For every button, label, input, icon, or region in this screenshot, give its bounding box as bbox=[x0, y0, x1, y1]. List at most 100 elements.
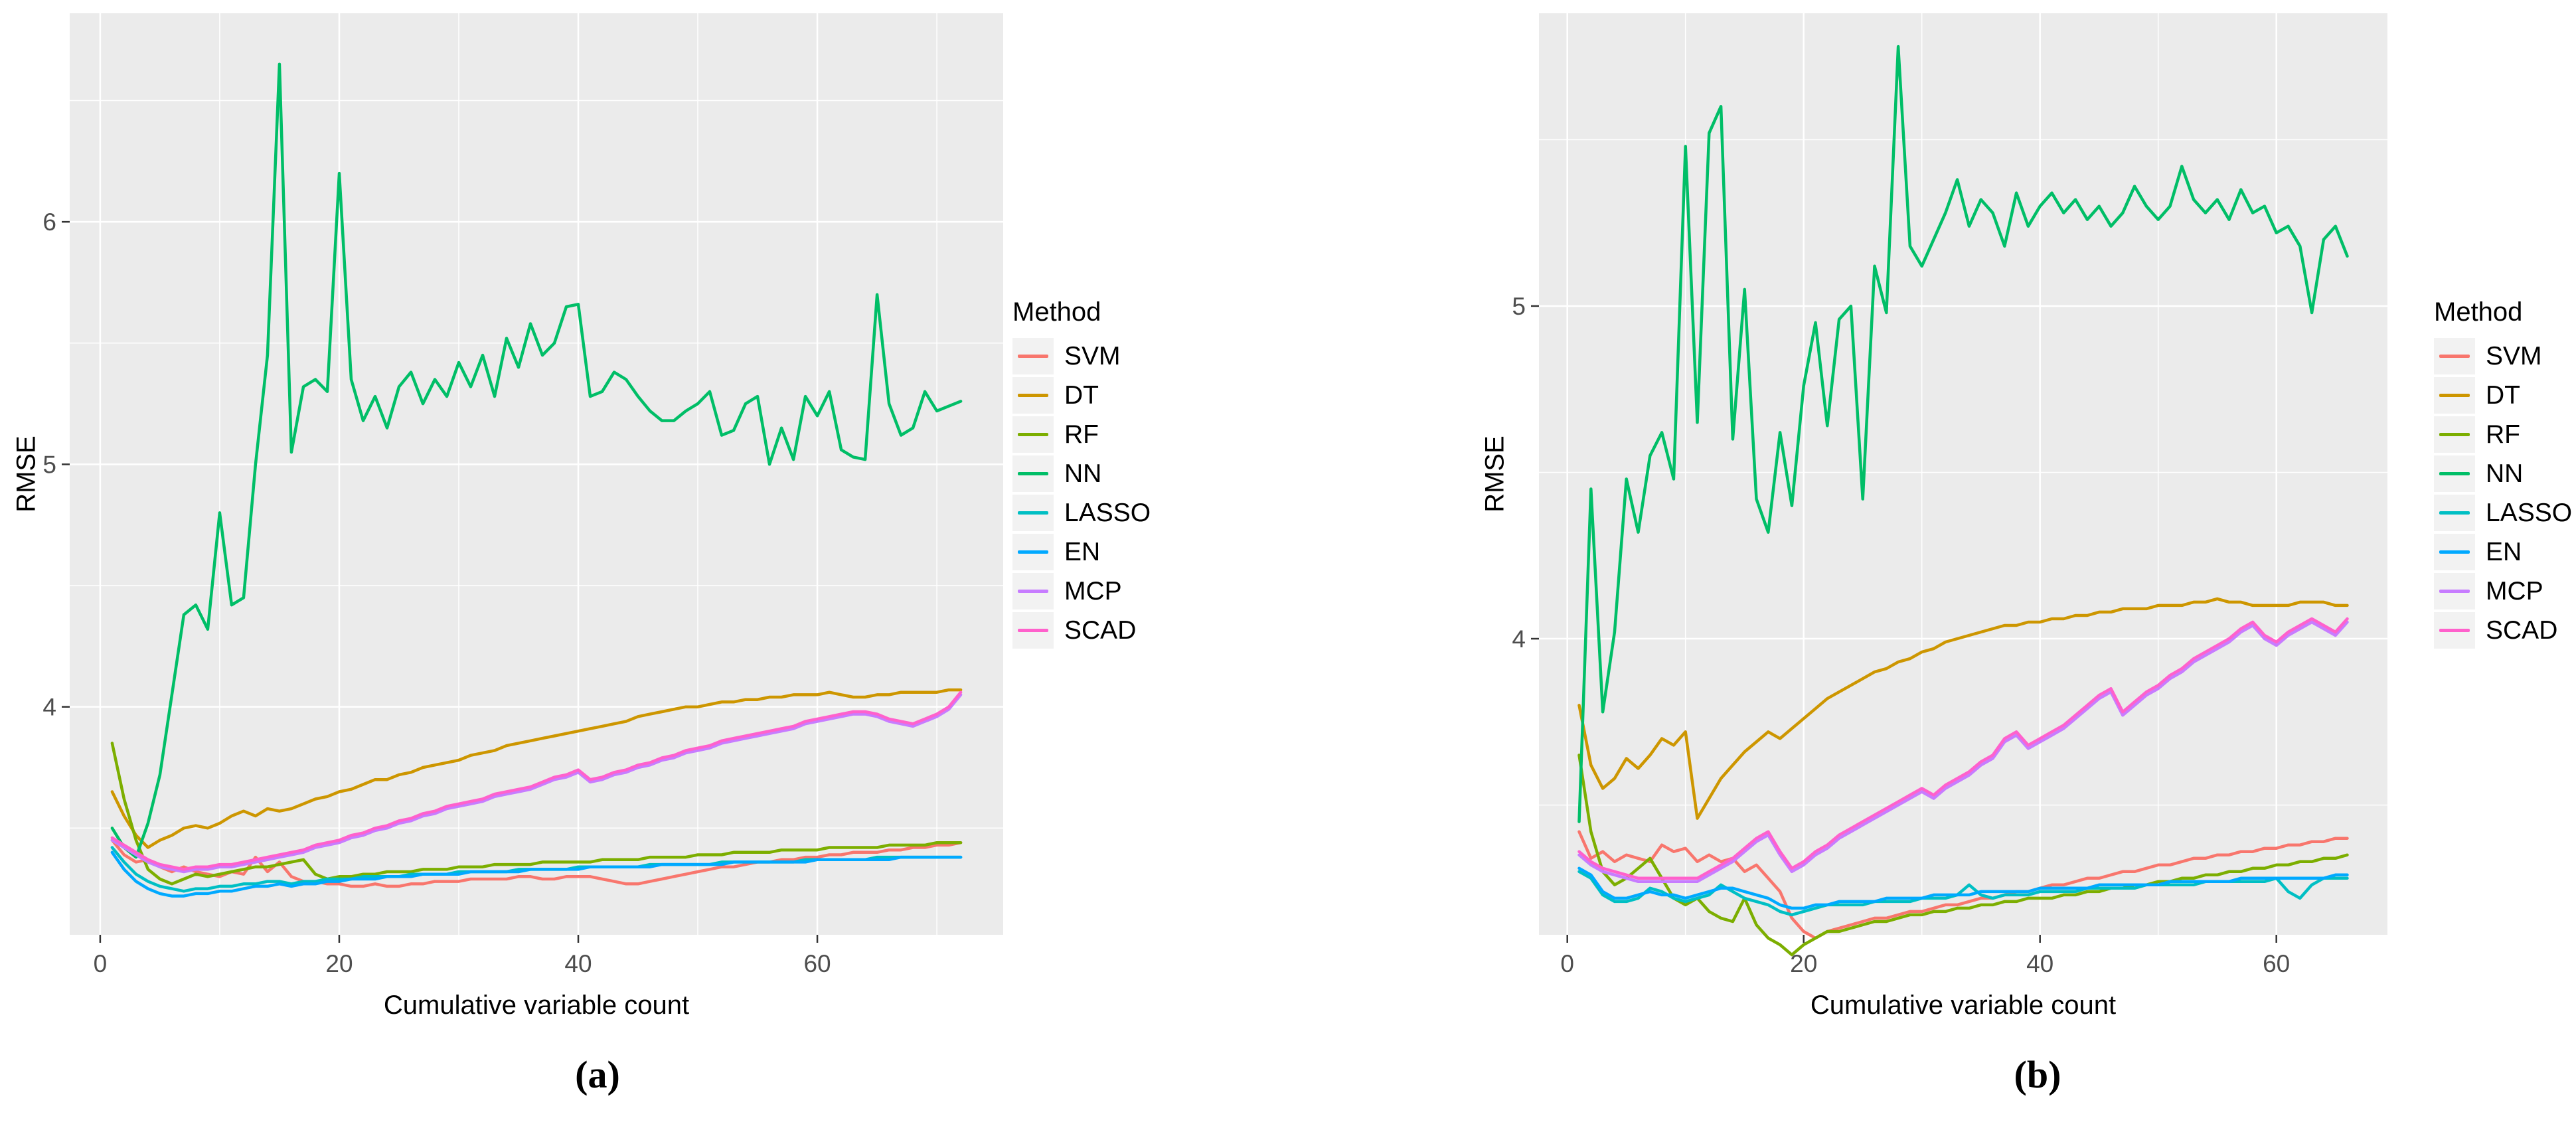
legend-item-dt: DT bbox=[2434, 377, 2572, 414]
legend-label: RF bbox=[1064, 420, 1099, 449]
legend-key-line bbox=[1018, 590, 1048, 593]
series-line-en bbox=[110, 850, 963, 898]
series-line-svm bbox=[1577, 830, 2349, 940]
x-tick-label: 40 bbox=[2026, 950, 2053, 977]
y-tick-label: 5 bbox=[42, 451, 56, 478]
legend-label: NN bbox=[1064, 459, 1102, 488]
x-tick-label: 40 bbox=[564, 950, 592, 977]
legend-label: DT bbox=[2486, 380, 2520, 410]
legend-item-scad: SCAD bbox=[1012, 612, 1151, 649]
legend-item-scad: SCAD bbox=[2434, 612, 2572, 649]
legend-key-swatch bbox=[1012, 455, 1054, 492]
panel-background bbox=[70, 13, 1003, 935]
legend-key-line bbox=[2439, 433, 2470, 436]
series-lines bbox=[1577, 44, 2349, 957]
legend-item-en: EN bbox=[1012, 534, 1151, 570]
axis-ticks bbox=[1531, 305, 2277, 943]
x-tick-label: 0 bbox=[94, 950, 108, 977]
legend-key-swatch bbox=[2434, 455, 2475, 492]
legend-label: EN bbox=[2486, 537, 2522, 566]
tick-labels: 0 20 40 60 4 5 6 bbox=[42, 208, 831, 977]
y-tick-label: 4 bbox=[42, 694, 56, 721]
x-axis-title: Cumulative variable count bbox=[383, 991, 690, 1020]
series-line-rf bbox=[1577, 754, 2349, 957]
legend-key-line bbox=[1018, 550, 1048, 554]
x-axis-title: Cumulative variable count bbox=[1810, 991, 2117, 1020]
y-axis-title: RMSE bbox=[11, 436, 41, 513]
legend-label: MCP bbox=[2486, 576, 2543, 605]
x-tick-label: 20 bbox=[1790, 950, 1817, 977]
legend-key-line bbox=[2439, 629, 2470, 632]
series-line-dt bbox=[1577, 597, 2349, 820]
legend-item-rf: RF bbox=[2434, 416, 2572, 453]
legend-item-lasso: LASSO bbox=[1012, 495, 1151, 531]
legend-key-swatch bbox=[2434, 534, 2475, 570]
legend-key-line bbox=[1018, 355, 1048, 358]
legend-item-nn: NN bbox=[1012, 455, 1151, 492]
legend-item-en: EN bbox=[2434, 534, 2572, 570]
legend-key-swatch bbox=[1012, 338, 1054, 374]
legend-label: MCP bbox=[1064, 576, 1122, 605]
legend-key-swatch bbox=[1012, 416, 1054, 453]
legend-key-swatch bbox=[1012, 534, 1054, 570]
legend-label: EN bbox=[1064, 537, 1101, 566]
legend-key-swatch bbox=[2434, 612, 2475, 649]
legend-item-nn: NN bbox=[2434, 455, 2572, 492]
panel-background bbox=[1539, 13, 2387, 935]
legend-key-line bbox=[1018, 629, 1048, 632]
x-tick-label: 60 bbox=[2263, 950, 2290, 977]
chart-caption: (b) bbox=[2014, 1053, 2061, 1096]
legend-key-line bbox=[2439, 472, 2470, 475]
x-tick-label: 60 bbox=[803, 950, 831, 977]
legend-label: NN bbox=[2486, 459, 2524, 488]
x-tick-label: 20 bbox=[325, 950, 353, 977]
tick-labels: 0 20 40 60 4 5 bbox=[1512, 293, 2290, 977]
legend-item-mcp: MCP bbox=[1012, 573, 1151, 609]
legend-key-swatch bbox=[2434, 573, 2475, 609]
series-line-nn bbox=[1577, 44, 2349, 823]
legend-key-line bbox=[2439, 590, 2470, 593]
minor-gridlines bbox=[70, 13, 1003, 935]
y-tick-label: 6 bbox=[42, 208, 56, 236]
legend: Method SVM DT RF NN LASSO EN MCP SCAD bbox=[2434, 297, 2572, 651]
y-tick-label: 5 bbox=[1512, 293, 1526, 320]
legend-item-mcp: MCP bbox=[2434, 573, 2572, 609]
chart-a: 0 20 40 60 4 5 6 RMSE Cumulative variable coun… bbox=[11, 13, 1151, 1096]
legend-label: SVM bbox=[2486, 341, 2542, 370]
legend-key-swatch bbox=[1012, 377, 1054, 414]
axis-ticks bbox=[62, 220, 819, 943]
y-axis-title: RMSE bbox=[1480, 436, 1510, 513]
legend-label: SVM bbox=[1064, 341, 1121, 370]
legend-item-svm: SVM bbox=[1012, 338, 1151, 374]
legend-label: RF bbox=[2486, 420, 2520, 449]
legend-key-line bbox=[2439, 355, 2470, 358]
chart-b: 0 20 40 60 4 5 RMSE Cumulative variable count… bbox=[1288, 0, 2576, 1128]
legend-key-swatch bbox=[2434, 495, 2475, 531]
legend-key-line bbox=[1018, 511, 1048, 515]
series-line-mcp bbox=[1577, 620, 2349, 884]
legend-key-swatch bbox=[1012, 573, 1054, 609]
legend-key-line bbox=[1018, 394, 1048, 397]
legend-key-line bbox=[1018, 433, 1048, 436]
legend-key-swatch bbox=[1012, 495, 1054, 531]
series-line-nn bbox=[110, 62, 963, 859]
x-tick-label: 0 bbox=[1560, 950, 1574, 977]
minor-gridlines bbox=[1539, 13, 2387, 935]
legend-label: DT bbox=[1064, 380, 1099, 410]
legend-key-swatch bbox=[1012, 612, 1054, 649]
legend-item-dt: DT bbox=[1012, 377, 1151, 414]
legend-key-line bbox=[2439, 394, 2470, 397]
legend-label: LASSO bbox=[1064, 498, 1151, 527]
legend-title: Method bbox=[2434, 297, 2523, 327]
chart-b-plot-canvas: 0 20 40 60 4 5 bbox=[1512, 13, 2387, 977]
legend-key-swatch bbox=[2434, 416, 2475, 453]
legend-item-lasso: LASSO bbox=[2434, 495, 2572, 531]
legend-item-svm: SVM bbox=[2434, 338, 2572, 374]
series-line-en bbox=[1577, 866, 2349, 910]
legend-title: Method bbox=[1012, 297, 1101, 327]
chart-a-plot-canvas: 0 20 40 60 4 5 6 bbox=[42, 13, 1003, 977]
series-lines bbox=[110, 62, 963, 898]
series-line-mcp bbox=[110, 693, 963, 874]
legend-items: SVM DT RF NN LASSO EN MCP SCAD bbox=[2434, 338, 2572, 649]
